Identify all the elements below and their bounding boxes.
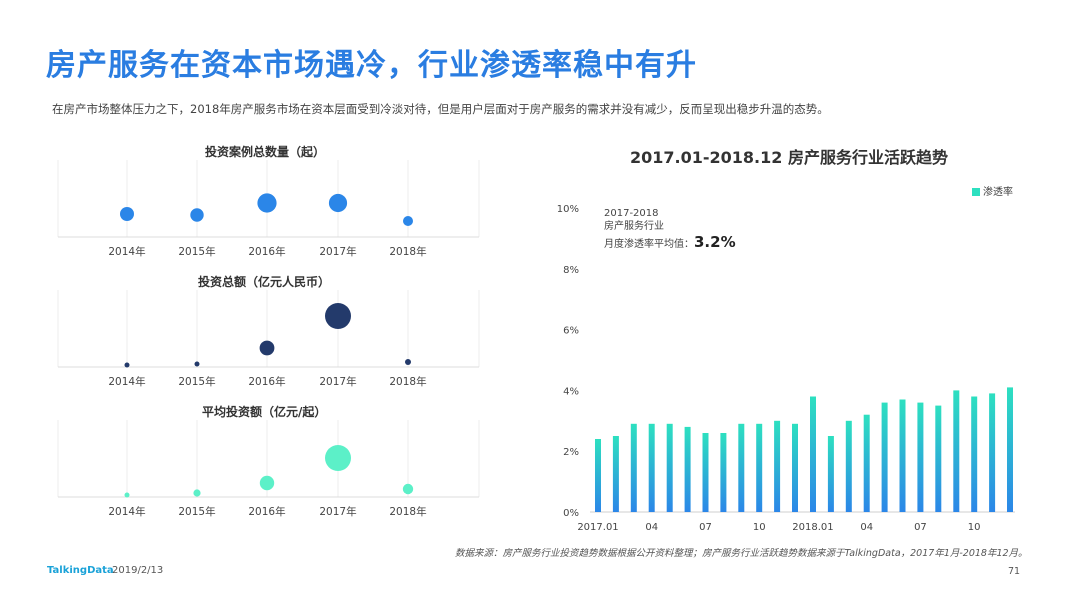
bar-chart-title: 2017.01-2018.12 房产服务行业活跃趋势 bbox=[630, 148, 948, 167]
x-tick-label: 2014年 bbox=[108, 375, 145, 388]
bubble-2015年 bbox=[190, 208, 204, 222]
bar-2017.03 bbox=[630, 423, 637, 512]
bar-2018.06 bbox=[899, 399, 906, 512]
x-tick-label: 2018.01 bbox=[792, 522, 833, 533]
bubble-2018年 bbox=[402, 483, 414, 495]
bar-2018.09 bbox=[953, 390, 960, 512]
x-tick-label: 2017.01 bbox=[577, 522, 618, 533]
x-tick-label: 2015年 bbox=[178, 245, 215, 258]
bar-2017.04 bbox=[648, 423, 655, 512]
footer-date: 2019/2/13 bbox=[112, 565, 164, 576]
bubble-2015年 bbox=[194, 361, 200, 367]
bar-2018.04 bbox=[863, 414, 870, 512]
bar-2018.02 bbox=[827, 436, 834, 512]
bubble-2018年 bbox=[403, 216, 413, 226]
x-tick-label: 2015年 bbox=[178, 375, 215, 388]
bar-2017.09 bbox=[738, 423, 745, 512]
annotation-label: 月度渗透率平均值： bbox=[604, 239, 694, 250]
bar-2017.07 bbox=[702, 433, 709, 512]
page-number: 71 bbox=[1008, 566, 1021, 577]
y-tick-label: 8% bbox=[563, 265, 579, 276]
annotation-line-3: 月度渗透率平均值：3.2% bbox=[604, 233, 736, 251]
bubble-chart-title-amount: 投资总额（亿元人民币） bbox=[198, 275, 331, 289]
x-tick-label: 07 bbox=[914, 522, 927, 533]
x-tick-label: 2016年 bbox=[248, 505, 285, 518]
bar-2017.12 bbox=[792, 423, 798, 512]
bar-2018.10 bbox=[971, 396, 978, 512]
bar-2017.06 bbox=[684, 426, 691, 512]
x-tick-label: 2018年 bbox=[389, 245, 426, 258]
bar-2017.01 bbox=[595, 439, 601, 512]
x-tick-label: 10 bbox=[968, 522, 981, 533]
legend-swatch bbox=[972, 188, 980, 196]
bubble-2018年 bbox=[405, 359, 411, 365]
bubble-panel-1: 2014年 2015年 2016年 2017年 2018年 bbox=[57, 290, 480, 388]
y-tick-label: 10% bbox=[557, 204, 579, 215]
bar-2018.12 bbox=[1007, 387, 1013, 512]
bar-2018.05 bbox=[881, 402, 888, 512]
x-tick-label: 04 bbox=[860, 522, 873, 533]
bubble-2017年 bbox=[325, 303, 351, 329]
x-tick-label: 2017年 bbox=[319, 245, 356, 258]
page-subtitle: 在房产市场整体压力之下，2018年房产服务市场在资本层面受到冷淡对待，但是用户层… bbox=[52, 102, 829, 116]
bubble-chart-title-average: 平均投资额（亿元/起） bbox=[202, 405, 327, 419]
bar-2017.02 bbox=[612, 436, 619, 512]
bubble-2017年 bbox=[328, 193, 348, 213]
annotation-line-1: 2017-2018 bbox=[604, 208, 659, 219]
y-tick-label: 0% bbox=[563, 508, 579, 519]
y-tick-label: 2% bbox=[563, 447, 579, 458]
x-tick-label: 2014年 bbox=[108, 245, 145, 258]
x-tick-label: 2016年 bbox=[248, 245, 285, 258]
bubble-2016年 bbox=[257, 193, 277, 213]
bar-2017.05 bbox=[666, 423, 673, 512]
x-tick-label: 07 bbox=[699, 522, 712, 533]
bubble-panel-2: 2014年 2015年 2016年 2017年 2018年 bbox=[57, 420, 480, 518]
bar-2018.07 bbox=[917, 402, 924, 512]
x-tick-label: 2016年 bbox=[248, 375, 285, 388]
y-tick-label: 4% bbox=[563, 386, 579, 397]
x-tick-label: 04 bbox=[645, 522, 658, 533]
bubble-chart-title-count: 投资案例总数量（起） bbox=[205, 145, 326, 159]
data-source-note: 数据来源：房产服务行业投资趋势数据根据公开资料整理；房产服务行业活跃趋势数据来源… bbox=[455, 548, 1028, 559]
bubble-2016年 bbox=[259, 340, 275, 356]
x-tick-label: 2015年 bbox=[178, 505, 215, 518]
bar-2017.10 bbox=[756, 423, 763, 512]
page-title: 房产服务在资本市场遇冷，行业渗透率稳中有升 bbox=[46, 48, 697, 83]
bubble-2014年 bbox=[120, 207, 134, 221]
bar-2018.08 bbox=[935, 405, 942, 512]
bar-2017.11 bbox=[774, 420, 781, 512]
bubble-panel-0: 2014年 2015年 2016年 2017年 2018年 bbox=[57, 160, 480, 258]
brand-logo: TalkingData bbox=[47, 565, 114, 576]
bar-2017.08 bbox=[720, 433, 727, 512]
x-tick-label: 2014年 bbox=[108, 505, 145, 518]
bubble-2016年 bbox=[259, 475, 275, 491]
legend-label: 渗透率 bbox=[983, 187, 1013, 198]
bar-2018.01 bbox=[810, 396, 816, 512]
bar-2018.11 bbox=[989, 393, 996, 512]
x-tick-label: 2017年 bbox=[319, 375, 356, 388]
y-tick-label: 6% bbox=[563, 326, 579, 337]
x-tick-label: 2018年 bbox=[389, 505, 426, 518]
bubble-2014年 bbox=[124, 362, 130, 368]
average-annotation: 2017-2018 房产服务行业 月度渗透率平均值：3.2% bbox=[604, 207, 736, 251]
x-tick-label: 2017年 bbox=[319, 505, 356, 518]
bar-2018.03 bbox=[845, 420, 852, 512]
bar-chart-legend: 渗透率 bbox=[972, 183, 1013, 198]
annotation-value: 3.2% bbox=[694, 233, 736, 251]
bubble-2014年 bbox=[124, 492, 130, 498]
bubble-2017年 bbox=[325, 445, 351, 471]
bubble-2015年 bbox=[193, 489, 201, 497]
x-tick-label: 2018年 bbox=[389, 375, 426, 388]
x-tick-label: 10 bbox=[753, 522, 766, 533]
annotation-line-2: 房产服务行业 bbox=[604, 221, 664, 232]
